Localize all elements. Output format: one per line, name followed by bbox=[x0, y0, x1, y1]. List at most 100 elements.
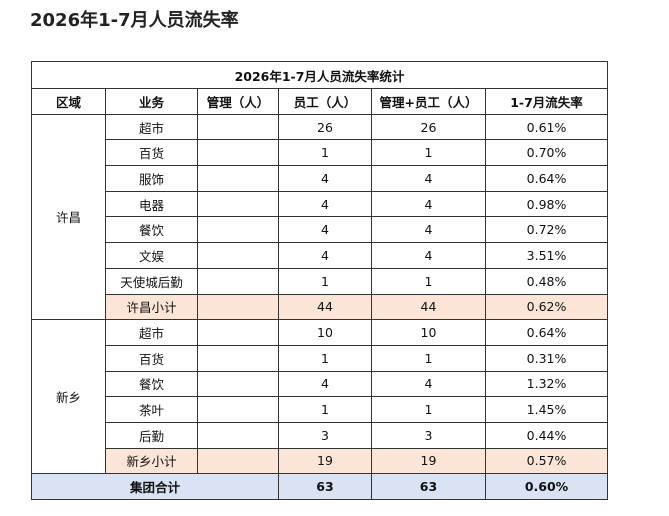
rate-cell: 1.45% bbox=[485, 396, 608, 423]
business-cell: 服饰 bbox=[105, 165, 198, 192]
total-cell: 1 bbox=[371, 396, 486, 423]
total-cell: 4 bbox=[371, 216, 486, 244]
table-row: 电器 4 4 0.98% bbox=[32, 190, 608, 218]
table-row: 百货 1 1 0.31% bbox=[32, 344, 608, 372]
staff-cell: 4 bbox=[278, 190, 372, 218]
page-title: 2026年1-7月人员流失率 bbox=[30, 10, 239, 31]
management-cell bbox=[197, 267, 279, 295]
total-cell: 4 bbox=[371, 370, 486, 398]
table-row: 餐饮 4 4 0.72% bbox=[32, 216, 608, 244]
staff-cell: 44 bbox=[278, 293, 372, 321]
management-cell bbox=[197, 447, 279, 475]
business-cell: 百货 bbox=[105, 344, 198, 372]
staff-cell: 4 bbox=[278, 370, 372, 398]
table-row: 天使城后勤 1 1 0.48% bbox=[32, 267, 608, 295]
staff-cell: 3 bbox=[278, 421, 372, 449]
rate-cell: 0.64% bbox=[485, 165, 608, 192]
total-cell: 1 bbox=[371, 267, 486, 295]
rate-cell: 0.72% bbox=[485, 216, 608, 244]
staff-cell: 4 bbox=[278, 216, 372, 244]
rate-cell: 0.57% bbox=[485, 447, 608, 475]
management-cell bbox=[197, 113, 279, 141]
table-row: 文娱 4 4 3.51% bbox=[32, 242, 608, 269]
rate-cell: 0.48% bbox=[485, 267, 608, 295]
staff-cell: 19 bbox=[278, 447, 372, 475]
table-row: 区域 业务 管理（人） 员工（人） 管理+员工（人） 1-7月流失率 bbox=[31, 88, 608, 115]
total-cell: 1 bbox=[371, 139, 486, 167]
rate-cell: 0.44% bbox=[485, 421, 608, 449]
management-cell bbox=[197, 344, 279, 372]
table-row: 许昌小计 44 44 0.62% bbox=[32, 293, 608, 321]
table-row: 2026年1-7月人员流失率统计 bbox=[31, 61, 608, 89]
table-row: 茶叶 1 1 1.45% bbox=[32, 396, 608, 423]
management-cell bbox=[197, 165, 279, 192]
staff-cell: 26 bbox=[278, 113, 372, 141]
business-cell: 百货 bbox=[105, 139, 198, 167]
total-cell: 19 bbox=[371, 447, 486, 475]
table-row: 服饰 4 4 0.64% bbox=[32, 165, 608, 192]
attrition-table: 2026年1-7月人员流失率统计 区域 业务 管理（人） 员工（人） 管理+员工（人） 1-… bbox=[31, 61, 608, 500]
column-header: 管理（人） bbox=[197, 88, 279, 115]
business-cell: 超市 bbox=[105, 319, 198, 346]
total-cell: 3 bbox=[371, 421, 486, 449]
rate-cell: 0.70% bbox=[485, 139, 608, 167]
business-cell: 餐饮 bbox=[105, 216, 198, 244]
business-cell: 茶叶 bbox=[105, 396, 198, 423]
business-cell: 后勤 bbox=[105, 421, 198, 449]
business-cell: 餐饮 bbox=[105, 370, 198, 398]
rate-cell: 0.98% bbox=[485, 190, 608, 218]
table-row: 餐饮 4 4 1.32% bbox=[32, 370, 608, 398]
staff-cell: 63 bbox=[278, 473, 372, 500]
rate-cell: 0.60% bbox=[485, 473, 608, 500]
rate-cell: 1.32% bbox=[485, 370, 608, 398]
subtotal-label: 新乡小计 bbox=[105, 447, 198, 475]
table-row: 许昌 超市 26 26 0.61% bbox=[31, 113, 608, 321]
management-cell bbox=[197, 190, 279, 218]
table-row: 新乡小计 19 19 0.57% bbox=[32, 447, 608, 475]
total-cell: 10 bbox=[371, 319, 486, 346]
table-caption: 2026年1-7月人员流失率统计 bbox=[31, 61, 608, 89]
table-row: 新乡 超市 10 10 0.64% bbox=[31, 319, 608, 475]
management-cell bbox=[197, 293, 279, 321]
management-cell bbox=[197, 396, 279, 423]
column-header: 业务 bbox=[105, 88, 198, 115]
staff-cell: 4 bbox=[278, 165, 372, 192]
staff-cell: 10 bbox=[278, 319, 372, 346]
column-header: 管理+员工（人） bbox=[371, 88, 486, 115]
staff-cell: 1 bbox=[278, 267, 372, 295]
region-cell: 新乡 bbox=[31, 319, 106, 475]
management-cell bbox=[197, 370, 279, 398]
grand-total-label: 集团合计 bbox=[31, 473, 279, 500]
total-cell: 1 bbox=[371, 344, 486, 372]
business-cell: 文娱 bbox=[105, 242, 198, 269]
management-cell bbox=[197, 421, 279, 449]
rate-cell: 0.62% bbox=[485, 293, 608, 321]
rate-cell: 0.64% bbox=[485, 319, 608, 346]
staff-cell: 1 bbox=[278, 139, 372, 167]
staff-cell: 1 bbox=[278, 344, 372, 372]
management-cell bbox=[197, 242, 279, 269]
total-cell: 63 bbox=[371, 473, 486, 500]
table-row: 百货 1 1 0.70% bbox=[32, 139, 608, 167]
rate-cell: 0.61% bbox=[485, 113, 608, 141]
business-cell: 电器 bbox=[105, 190, 198, 218]
management-cell bbox=[197, 139, 279, 167]
column-header: 1-7月流失率 bbox=[485, 88, 608, 115]
table-row: 集团合计 63 63 0.60% bbox=[31, 473, 608, 500]
business-cell: 天使城后勤 bbox=[105, 267, 198, 295]
region-cell: 许昌 bbox=[31, 113, 106, 321]
staff-cell: 4 bbox=[278, 242, 372, 269]
column-header: 区域 bbox=[31, 88, 106, 115]
subtotal-label: 许昌小计 bbox=[105, 293, 198, 321]
table-row: 后勤 3 3 0.44% bbox=[32, 421, 608, 449]
staff-cell: 1 bbox=[278, 396, 372, 423]
rate-cell: 3.51% bbox=[485, 242, 608, 269]
management-cell bbox=[197, 216, 279, 244]
total-cell: 4 bbox=[371, 190, 486, 218]
column-header: 员工（人） bbox=[278, 88, 372, 115]
business-cell: 超市 bbox=[105, 113, 198, 141]
rate-cell: 0.31% bbox=[485, 344, 608, 372]
total-cell: 4 bbox=[371, 165, 486, 192]
total-cell: 44 bbox=[371, 293, 486, 321]
